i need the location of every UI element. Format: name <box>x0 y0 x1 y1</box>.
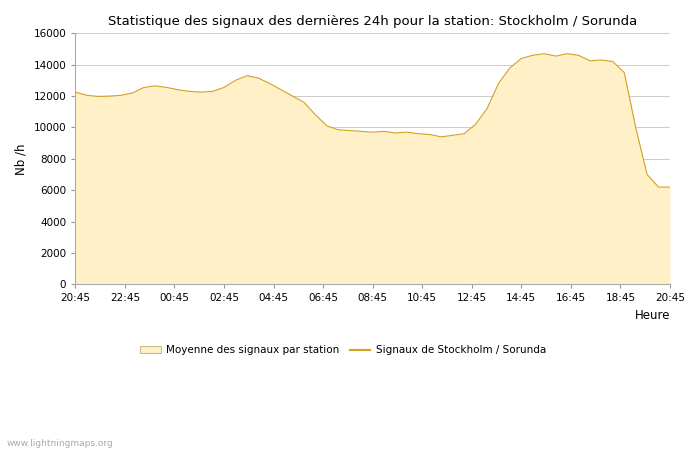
Text: www.lightningmaps.org: www.lightningmaps.org <box>7 439 113 448</box>
Y-axis label: Nb /h: Nb /h <box>15 143 28 175</box>
Title: Statistique des signaux des dernières 24h pour la station: Stockholm / Sorunda: Statistique des signaux des dernières 24… <box>108 15 637 28</box>
Legend: Moyenne des signaux par station, Signaux de Stockholm / Sorunda: Moyenne des signaux par station, Signaux… <box>136 341 550 360</box>
X-axis label: Heure: Heure <box>634 309 670 322</box>
